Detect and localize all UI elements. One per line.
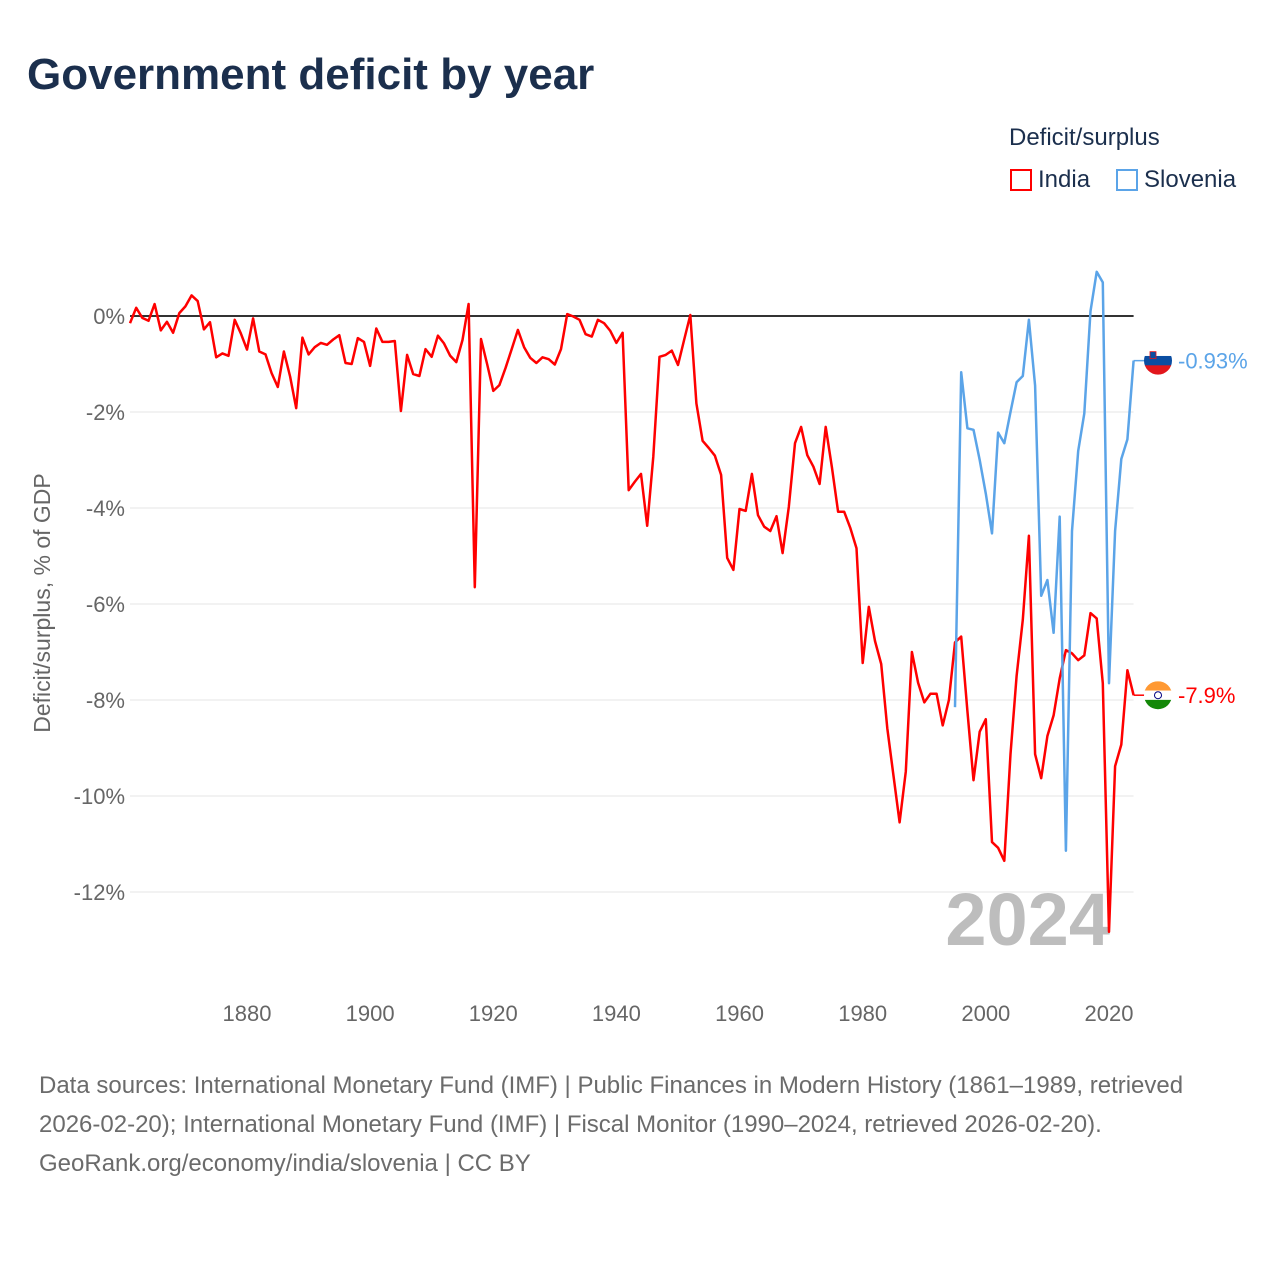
footer: Data sources: International Monetary Fun… xyxy=(39,1066,1249,1183)
legend-item-india[interactable]: India xyxy=(1010,166,1090,194)
x-tick-label: 1920 xyxy=(469,1001,518,1026)
credit-link[interactable]: GeoRank.org/economy/india/slovenia | CC … xyxy=(39,1150,531,1177)
series-line-india xyxy=(128,294,1135,934)
y-tick-label: 0% xyxy=(93,304,125,329)
x-tick-label: 1940 xyxy=(592,1001,641,1026)
end-value-label-slovenia: -0.93% xyxy=(1178,349,1248,374)
x-tick-label: 2000 xyxy=(961,1001,1010,1026)
end-value-label-india: -7.9% xyxy=(1178,683,1235,708)
year-watermark: 2024 xyxy=(945,878,1110,961)
y-axis-label: Deficit/surplus, % of GDP xyxy=(29,473,55,732)
y-tick-label: -10% xyxy=(74,784,125,809)
flag-india-icon xyxy=(1144,681,1172,710)
legend-swatch-slovenia xyxy=(1116,169,1138,191)
legend-swatch-india xyxy=(1010,169,1032,191)
y-tick-label: -2% xyxy=(86,400,125,425)
legend-title: Deficit/surplus xyxy=(1009,124,1160,151)
series-line-slovenia xyxy=(953,270,1135,852)
x-tick-label: 1980 xyxy=(838,1001,887,1026)
y-tick-label: -4% xyxy=(86,496,125,521)
legend-item-slovenia[interactable]: Slovenia xyxy=(1116,166,1236,194)
page-title: Government deficit by year xyxy=(27,50,595,99)
legend-label-slovenia: Slovenia xyxy=(1144,166,1237,193)
x-tick-label: 1880 xyxy=(223,1001,272,1026)
y-tick-label: -8% xyxy=(86,688,125,713)
y-tick-label: -12% xyxy=(74,880,125,905)
y-tick-label: -6% xyxy=(86,592,125,617)
legend-label-india: India xyxy=(1038,166,1091,193)
x-tick-label: 1900 xyxy=(346,1001,395,1026)
x-tick-label: 2020 xyxy=(1084,1001,1133,1026)
x-tick-label: 1960 xyxy=(715,1001,764,1026)
data-sources: Data sources: International Monetary Fun… xyxy=(39,1072,1184,1138)
flag-slovenia-icon xyxy=(1144,346,1172,375)
